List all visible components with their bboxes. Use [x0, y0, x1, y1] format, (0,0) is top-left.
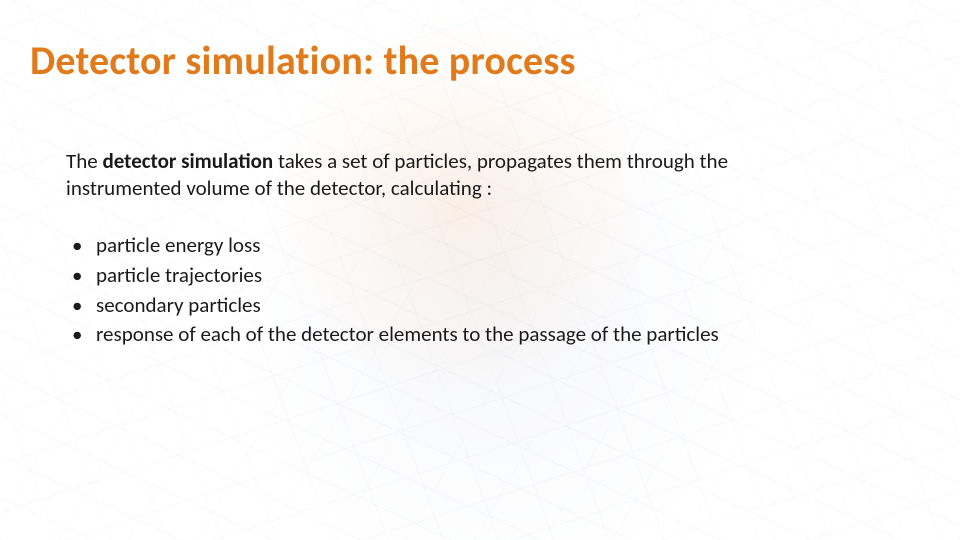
- slide-title: Detector simulation: the process: [30, 36, 576, 85]
- list-item: response of each of the detector element…: [66, 321, 900, 348]
- slide-body: The detector simulation takes a set of p…: [66, 148, 900, 351]
- list-item: particle energy loss: [66, 232, 900, 259]
- intro-line2: instrumented volume of the detector, cal…: [66, 175, 492, 201]
- intro-lead: The: [66, 148, 102, 174]
- intro-paragraph: The detector simulation takes a set of p…: [66, 148, 900, 202]
- slide: Detector simulation: the process The det…: [0, 0, 960, 540]
- bullet-list: particle energy loss particle trajectori…: [66, 232, 900, 349]
- list-item: secondary particles: [66, 292, 900, 319]
- list-item: particle trajectories: [66, 262, 900, 289]
- intro-bold: detector simulation: [102, 148, 273, 174]
- intro-rest: takes a set of particles, propagates the…: [273, 148, 728, 174]
